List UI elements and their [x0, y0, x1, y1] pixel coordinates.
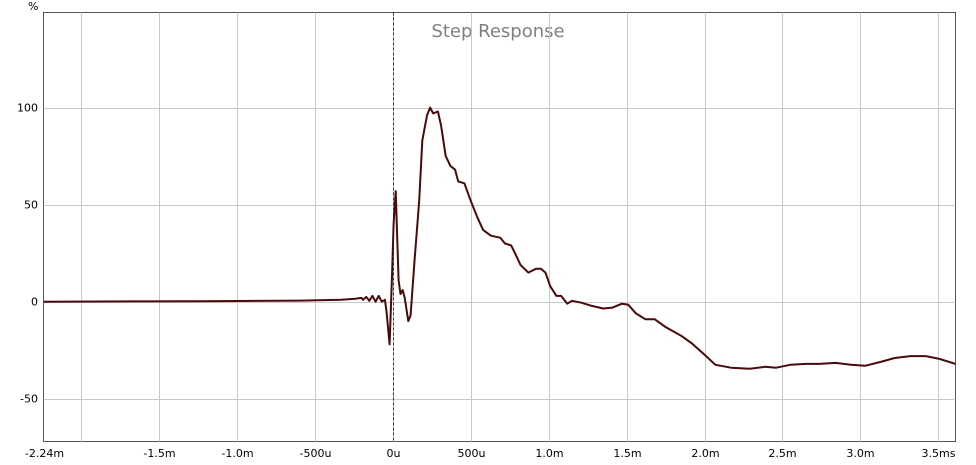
x-tick-label: -2.24m [25, 447, 64, 460]
x-tick-label: -1.0m [221, 447, 253, 460]
x-tick-label: 1.5m [613, 447, 641, 460]
x-tick-label: 3.5ms [922, 447, 956, 460]
x-tick-label: 0u [387, 447, 401, 460]
y-tick-label: 50 [24, 199, 38, 212]
y-tick-label: -50 [20, 393, 38, 406]
x-tick-label: 500u [458, 447, 486, 460]
x-tick-label: 3.0m [846, 447, 874, 460]
x-tick-label: 2.0m [691, 447, 719, 460]
line-series [43, 106, 956, 370]
y-unit: % [28, 0, 38, 13]
x-tick-label: -500u [300, 447, 332, 460]
plot-frame [43, 12, 956, 442]
x-tick-label: 2.5m [768, 447, 796, 460]
x-tick-label: 1.0m [535, 447, 563, 460]
x-tick-label: -1.5m [143, 447, 175, 460]
y-tick-label: 0 [31, 296, 38, 309]
y-tick-label: 100 [17, 102, 38, 115]
chart-title: Step Response [431, 21, 564, 42]
